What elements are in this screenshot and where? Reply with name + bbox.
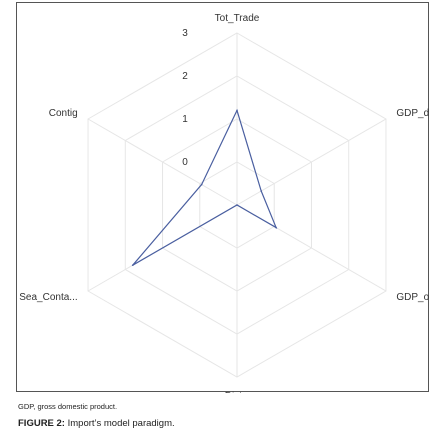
radar-axis-label: Tot_Trade: [215, 13, 260, 24]
radar-tick-label: 3: [182, 28, 188, 39]
radar-data-point: [131, 264, 134, 267]
radar-axis-label: Distw: [225, 391, 250, 393]
radar-tick-label: 1: [182, 114, 188, 125]
radar-axis-label: GDP_o: [396, 292, 429, 303]
figure-caption-text: Import’s model paradigm.: [64, 418, 175, 429]
radar-axis-labels: Tot_Trade GDP_d GDP_o Distw Sea_Conta... Cont…: [19, 13, 429, 393]
radar-tick-label: 0: [182, 157, 188, 168]
radar-data-point: [260, 190, 263, 192]
figure-caption-label: FIGURE 2:: [18, 418, 65, 429]
radar-data-point: [200, 183, 203, 186]
figure-caption: FIGURE 2: Import’s model paradigm.: [18, 418, 175, 429]
radar-chart: 0 1 2 3 Tot_Trade GDP_d GDP_o Distw Sea_Conta..…: [19, 13, 429, 393]
radar-data-point: [236, 204, 238, 206]
radar-axis-label: GDP_d: [396, 108, 429, 119]
radar-spoke: [87, 118, 238, 206]
radar-tick-labels: 0 1 2 3: [182, 28, 188, 168]
radar-axis-label: Contig: [49, 108, 78, 119]
radar-data-point: [275, 226, 277, 229]
radar-series-line: [132, 108, 278, 266]
radar-series: [131, 108, 278, 267]
radar-tick-label: 2: [182, 71, 188, 82]
figure-footnote: GDP, gross domestic product.: [18, 402, 118, 411]
figure-frame: 0 1 2 3 Tot_Trade GDP_d GDP_o Distw Sea_Conta..…: [16, 2, 430, 393]
radar-axis-label: Sea_Conta...: [19, 292, 77, 303]
radar-data-point: [236, 109, 238, 112]
